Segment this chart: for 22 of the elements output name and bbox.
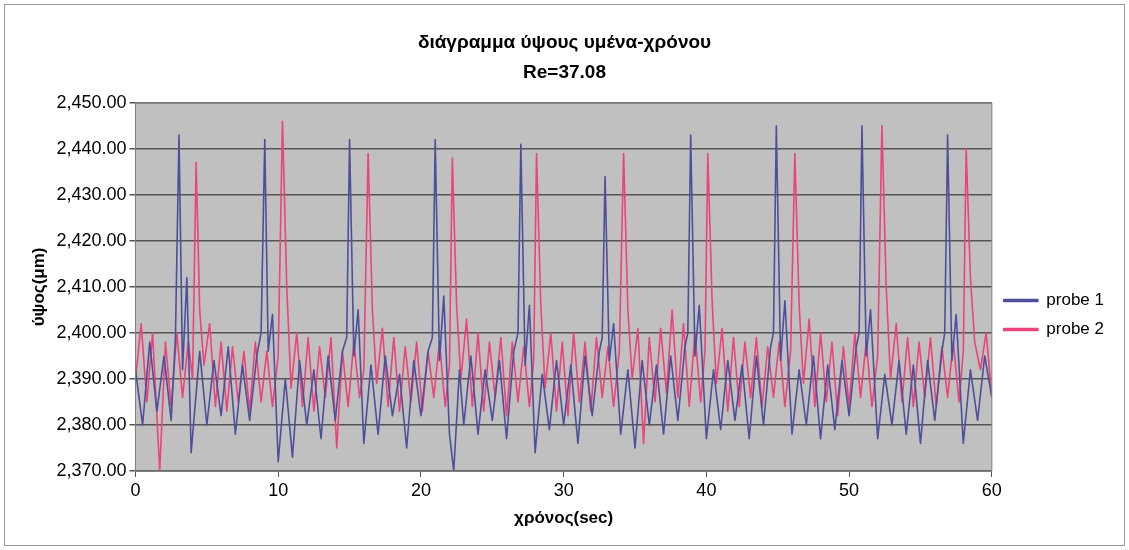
y-axis-title: ύψος(μm) xyxy=(28,247,48,327)
x-tick-label: 60 xyxy=(981,479,1002,500)
y-tick-label: 2,390.00 xyxy=(56,367,127,388)
y-tick-label: 2,420.00 xyxy=(56,229,127,250)
y-tick-label: 2,450.00 xyxy=(56,91,127,112)
y-tick-label: 2,400.00 xyxy=(56,321,127,342)
legend-label: probe 1 xyxy=(1046,290,1105,310)
y-tick-label: 2,440.00 xyxy=(56,137,127,158)
y-tick-label: 2,430.00 xyxy=(56,183,127,204)
x-tick-label: 40 xyxy=(696,479,717,500)
y-tick-label: 2,380.00 xyxy=(56,413,127,434)
x-axis-title: χρόνος(sec) xyxy=(514,508,614,528)
x-tick-label: 10 xyxy=(268,479,289,500)
y-tick-label: 2,410.00 xyxy=(56,275,127,296)
x-tick-label: 50 xyxy=(839,479,860,500)
y-tick-label: 2,370.00 xyxy=(56,459,127,480)
chart-title: διάγραμμα ύψους υμένα-χρόνου xyxy=(416,30,713,54)
x-tick-label: 20 xyxy=(410,479,431,500)
chart-subtitle: Re=37.08 xyxy=(522,60,607,84)
legend-label: probe 2 xyxy=(1046,319,1105,339)
x-tick-label: 30 xyxy=(553,479,574,500)
x-tick-label: 0 xyxy=(130,479,141,500)
